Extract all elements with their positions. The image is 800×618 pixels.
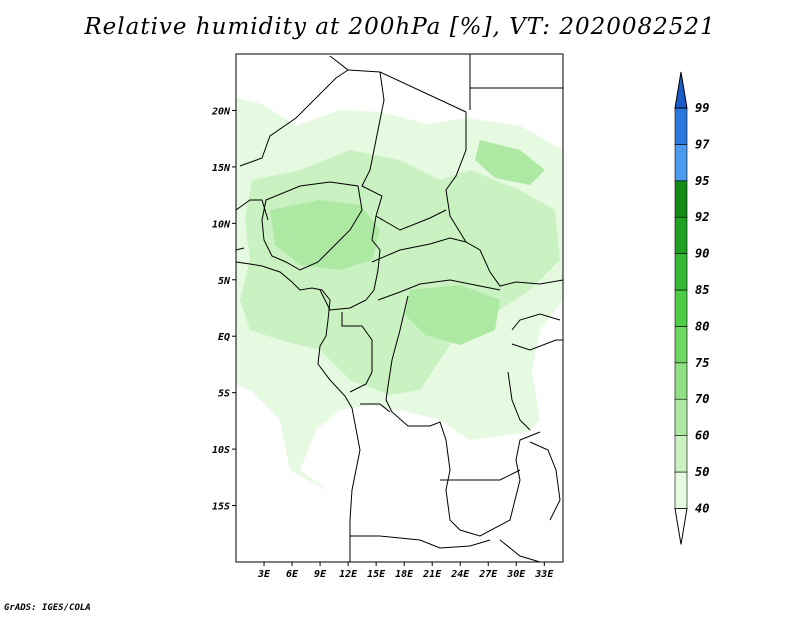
latitude-axis: 20N 15N 10N 5N EQ 5S 10S 15S: [211, 106, 236, 513]
colorbar-level-label: 60: [695, 429, 709, 443]
political-borders: [235, 54, 564, 563]
lon-tick-label: 27E: [478, 569, 498, 580]
colorbar-level-label: 92: [695, 210, 709, 224]
colorbar-level-label: 40: [695, 501, 709, 515]
chart-title: Relative humidity at 200hPa [%], VT: 202…: [84, 14, 716, 40]
lat-tick-label: EQ: [218, 332, 230, 343]
colorbar-level-label: 50: [695, 465, 709, 479]
rh-band-60-70-b: [405, 285, 500, 345]
lon-tick-label: 33E: [534, 569, 554, 580]
lon-tick-label: 24E: [450, 569, 470, 580]
colorbar-swatch: [674, 180, 688, 218]
lon-tick-label: 3E: [257, 569, 271, 580]
colorbar-level-label: 85: [695, 283, 709, 297]
colorbar-swatch: [674, 289, 688, 327]
colorbar-swatch: [674, 253, 688, 291]
lon-tick-label: 9E: [314, 569, 327, 580]
colorbar-legend: 40 50 60 70 75 80 85 90 92 95 97 99: [674, 71, 710, 545]
grads-credit: GrADS: IGES/COLA: [4, 603, 91, 613]
colorbar-level-label: 95: [695, 174, 709, 188]
colorbar-swatch: [674, 326, 688, 364]
plot-frame: [235, 53, 564, 563]
colorbar-level-label: 97: [695, 137, 710, 151]
colorbar-swatch: [674, 216, 688, 254]
lat-tick-label: 5N: [218, 276, 231, 287]
longitude-axis: 3E 6E 9E 12E 15E 18E 21E 24E 27E 30E 33E: [257, 562, 554, 580]
lat-tick-label: 10S: [212, 445, 230, 456]
colorbar-level-label: 80: [695, 319, 709, 333]
lat-tick-label: 10N: [212, 219, 231, 230]
colorbar-level-label: 90: [695, 247, 709, 261]
colorbar-lower-arrow: [674, 507, 688, 545]
lon-tick-label: 12E: [339, 569, 358, 580]
lat-tick-label: 20N: [211, 106, 231, 117]
lat-tick-label: 15N: [212, 163, 231, 174]
lat-tick-label: 5S: [218, 389, 230, 400]
colorbar-upper-arrow: [674, 71, 688, 109]
lon-tick-label: 6E: [286, 569, 299, 580]
colorbar-swatch: [674, 435, 688, 473]
rh-band-60-70-c: [475, 140, 545, 185]
lon-tick-label: 15E: [367, 569, 386, 580]
colorbar-swatch: [674, 471, 688, 509]
colorbar-swatch: [674, 362, 688, 400]
lon-tick-label: 30E: [506, 569, 526, 580]
lat-tick-label: 15S: [212, 502, 230, 513]
rh-band-60-70-a: [270, 200, 380, 270]
lon-tick-label: 18E: [395, 569, 414, 580]
colorbar-swatch: [674, 398, 688, 436]
lon-tick-label: 21E: [422, 569, 442, 580]
colorbar-level-label: 70: [695, 392, 709, 406]
colorbar-level-label: 75: [695, 356, 709, 370]
humidity-field: [236, 98, 563, 492]
colorbar-swatch: [674, 107, 688, 145]
colorbar-swatch: [674, 144, 688, 182]
colorbar-level-label: 99: [695, 101, 709, 115]
